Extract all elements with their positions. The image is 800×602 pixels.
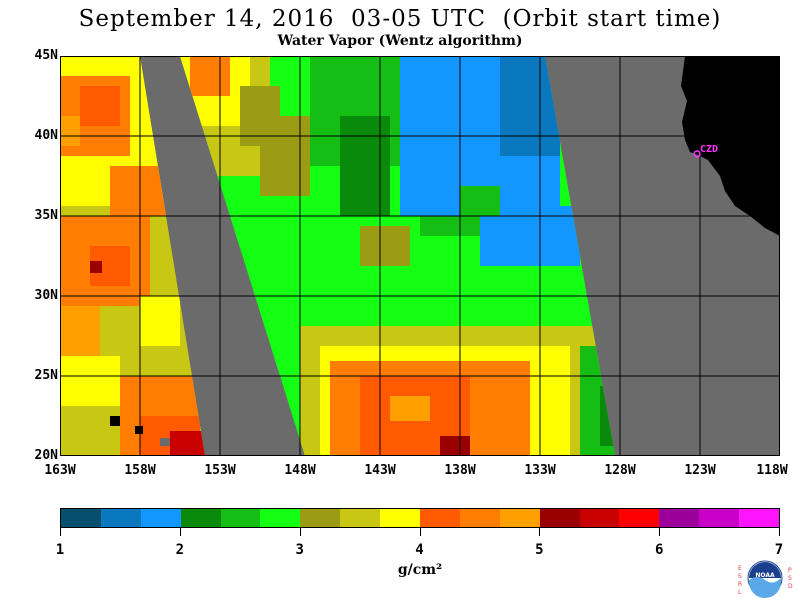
colorbar-swatch [300,509,341,527]
lon-label: 128W [604,463,636,478]
colorbar-swatch [220,509,261,527]
colorbar-label: 3 [295,542,304,558]
colorbar-label: 7 [774,542,784,558]
map-subtitle: Water Vapor (Wentz algorithm) [277,33,523,49]
lon-label: 158W [124,463,156,478]
colorbar-swatch [699,509,740,527]
svg-text:D: D [788,583,793,590]
svg-text:E: E [738,565,742,572]
colorbar-swatch [180,509,221,527]
colorbar-tick [419,528,421,536]
colorbar-label: 5 [535,542,544,558]
lon-label: 118W [756,463,788,478]
svg-text:NOAA: NOAA [755,572,775,579]
colorbar-swatch [340,509,381,527]
colorbar-swatch [260,509,301,527]
graticule [60,56,780,456]
colorbar-swatch [579,509,620,527]
colorbar-swatch [619,509,660,527]
lon-label: 133W [524,463,556,478]
water-vapor-map [60,56,780,456]
colorbar-swatch [61,509,101,527]
site-label-czd: CZD [700,144,719,155]
middle-swath [180,56,615,456]
colorbar-swatch [100,509,141,527]
svg-text:R: R [738,581,742,588]
colorbar-label: 4 [415,542,424,558]
lat-label: 40N [34,128,58,143]
colorbar-units: g/cm² [397,562,443,578]
colorbar-tick [659,528,661,536]
lat-label: 25N [34,368,58,383]
colorbar [60,508,780,528]
colorbar-swatch [459,509,500,527]
colorbar-swatch [380,509,421,527]
colorbar-swatch [539,509,580,527]
svg-text:S: S [788,575,792,582]
colorbar-tick [779,528,780,536]
colorbar-swatch [499,509,540,527]
svg-text:L: L [738,589,742,596]
lat-label: 30N [34,288,58,303]
colorbar-tick [179,528,181,536]
lat-label: 45N [34,48,58,63]
lon-label: 123W [684,463,716,478]
colorbar-label: 2 [175,542,185,558]
colorbar-label: 1 [55,542,65,558]
colorbar-tick [60,528,61,536]
colorbar-label: 6 [654,542,664,558]
lon-label: 153W [204,463,236,478]
lat-label: 35N [34,208,58,223]
lon-label: 138W [444,463,476,478]
colorbar-tick [299,528,301,536]
lon-label: 163W [44,463,76,478]
colorbar-tick [539,528,541,536]
lon-label: 143W [364,463,396,478]
colorbar-swatch [420,509,460,527]
lat-label: 20N [34,448,58,463]
noaa-logo: NOAA E S R L P S D [732,558,798,598]
lon-label: 148W [284,463,316,478]
svg-text:S: S [738,573,742,580]
colorbar-swatch [739,509,780,527]
site-marker-czd [693,150,701,158]
colorbar-swatch [140,509,181,527]
svg-text:P: P [788,567,792,574]
land-area [681,56,780,236]
colorbar-swatch [659,509,700,527]
map-title: September 14, 2016 03-05 UTC (Orbit star… [78,6,722,32]
